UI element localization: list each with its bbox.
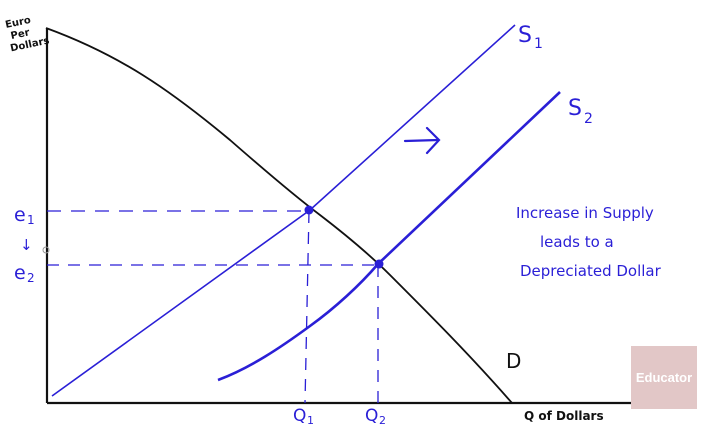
watermark-text: Educator — [635, 370, 693, 385]
e1-label: e — [14, 204, 26, 226]
down-arrow-icon: ↓ — [20, 236, 33, 254]
annotation-line2: leads to a — [540, 233, 614, 251]
s2-subscript: 2 — [584, 111, 593, 127]
shift-arrow-icon — [403, 126, 441, 155]
supply-curve-s2 — [217, 91, 561, 382]
y-axis-label-line1: Euro — [4, 15, 32, 31]
x-axis-label: Q of Dollars — [524, 409, 604, 423]
y-axis-label-line2: Per — [10, 27, 31, 42]
y-axis-marker-icon — [42, 246, 50, 254]
q2-subscript: 2 — [379, 414, 386, 426]
annotation-line1: Increase in Supply — [516, 204, 654, 222]
annotation-line3: Depreciated Dollar — [520, 262, 662, 280]
educator-watermark: Educator — [631, 346, 697, 409]
e1-subscript: 1 — [27, 213, 35, 227]
e2-label: e — [14, 262, 26, 284]
e2-subscript: 2 — [27, 271, 35, 285]
q2-label: Q — [365, 406, 378, 426]
demand-label: D — [506, 349, 521, 373]
equilibrium-point-2 — [374, 259, 384, 269]
q1-label: Q — [293, 406, 306, 426]
q1-dashed-line — [304, 210, 310, 404]
s1-subscript: 1 — [534, 36, 543, 52]
s2-label: S — [568, 96, 582, 121]
s1-label: S — [518, 23, 532, 48]
equilibrium-point-1 — [304, 205, 314, 215]
demand-curve — [45, 27, 513, 404]
q1-subscript: 1 — [307, 414, 314, 426]
